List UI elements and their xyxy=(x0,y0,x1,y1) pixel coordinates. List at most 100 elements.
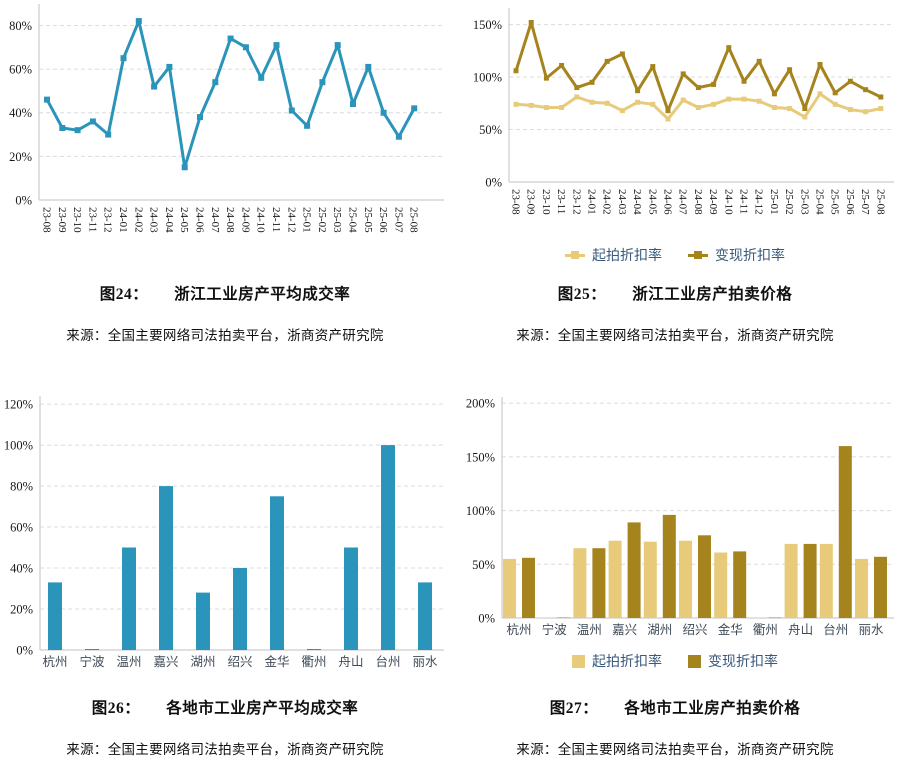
data-point-marker xyxy=(711,101,717,107)
x-axis-label: 绍兴 xyxy=(682,623,707,637)
x-axis-label: 24-01 xyxy=(586,189,598,215)
data-point-marker xyxy=(635,88,641,94)
y-tick-label: 40% xyxy=(9,106,32,120)
data-point-marker xyxy=(680,71,686,77)
data-point-marker xyxy=(787,67,793,73)
bar xyxy=(838,446,852,618)
data-point-marker xyxy=(604,100,610,106)
figure-24: 0% 20% 40% 60% 80% 23-08 23-09 23-10 23-11 23-12 2… xyxy=(0,0,450,380)
x-axis-label: 24-03 xyxy=(616,189,628,215)
data-point-marker xyxy=(365,63,372,70)
figure-25-caption: 图25： 浙江工业房产拍卖价格 xyxy=(450,282,900,304)
data-point-marker xyxy=(756,58,762,64)
data-point-marker xyxy=(771,104,777,110)
x-axis-label: 衢州 xyxy=(301,655,326,669)
x-axis-label: 24-08 xyxy=(224,207,236,233)
y-tick-label: 120% xyxy=(4,398,33,412)
x-axis-label: 25-05 xyxy=(829,189,841,215)
x-axis-label: 25-07 xyxy=(859,189,871,215)
bar xyxy=(819,543,833,618)
data-point-marker xyxy=(711,81,717,87)
figure-25: 0% 50% 100% 150% 23-08 23-09 23-10 23-11 23-12 24… xyxy=(450,0,900,380)
bar xyxy=(643,541,657,618)
data-point-marker xyxy=(802,114,808,120)
data-point-marker xyxy=(105,131,112,138)
bar xyxy=(679,540,692,618)
data-point-marker xyxy=(411,105,418,112)
data-point-marker xyxy=(787,106,793,112)
series-line xyxy=(45,19,416,169)
data-point-marker xyxy=(863,109,869,115)
y-tick-label: 0% xyxy=(16,644,33,658)
fig27-bar-chart: 0% 50% 100% 150% 200% 杭州 宁波 温州 嘉兴 湖州 绍兴 金华 衢州 舟山 台州 丽水 xyxy=(466,397,894,637)
y-tick-label: 100% xyxy=(466,504,495,518)
x-axis-label: 24-11 xyxy=(270,207,282,232)
line-marker-swatch-icon xyxy=(565,250,585,260)
bar xyxy=(874,556,887,618)
x-axis-label: 25-04 xyxy=(814,189,826,215)
fig25-legend-label-qipai: 起拍折扣率 xyxy=(592,249,662,264)
data-point-marker xyxy=(227,35,234,42)
x-axis-label: 24-11 xyxy=(738,189,750,214)
y-tick-label: 200% xyxy=(466,397,495,411)
y-tick-label: 50% xyxy=(472,558,495,572)
x-axis-label: 25-08 xyxy=(408,207,420,233)
y-tick-label: 80% xyxy=(10,480,33,494)
x-axis-label: 25-05 xyxy=(362,207,374,233)
data-point-marker xyxy=(288,107,295,114)
data-point-marker xyxy=(619,51,625,57)
data-point-marker xyxy=(380,109,387,116)
fig27-legend-label-bianxian: 变现折扣率 xyxy=(708,655,778,670)
data-point-marker xyxy=(258,74,265,81)
data-point-marker xyxy=(273,42,280,49)
bar xyxy=(418,582,432,650)
x-axis-label: 绍兴 xyxy=(227,655,252,669)
bar xyxy=(381,445,395,650)
x-axis-label: 24-08 xyxy=(692,189,704,215)
data-point-marker xyxy=(817,91,823,97)
x-axis-label: 宁波 xyxy=(79,654,105,669)
figure-24-caption-title: 浙江工业房产平均成交率 xyxy=(174,286,351,303)
x-axis-label: 25-04 xyxy=(347,207,359,233)
x-axis-label: 24-05 xyxy=(646,189,658,215)
data-point-marker xyxy=(543,75,549,81)
data-point-marker xyxy=(543,104,549,110)
data-point-marker xyxy=(665,116,671,122)
x-axis-label: 24-09 xyxy=(239,207,251,233)
data-point-marker xyxy=(166,63,173,70)
y-tick-label: 20% xyxy=(9,150,32,164)
bar xyxy=(698,535,711,618)
x-axis-label: 24-06 xyxy=(194,207,206,233)
bar xyxy=(122,547,136,650)
data-point-marker xyxy=(878,106,884,112)
x-axis-label: 24-12 xyxy=(285,207,297,233)
bar xyxy=(503,558,516,618)
x-axis-label: 湖州 xyxy=(190,654,215,669)
y-tick-label: 150% xyxy=(473,18,502,32)
fig27-legend: 起拍折扣率 变现折扣率 xyxy=(450,652,900,670)
bar xyxy=(270,496,284,650)
data-point-marker xyxy=(832,90,838,96)
figure-27: 0% 50% 100% 150% 200% 杭州 宁波 温州 嘉兴 湖州 绍兴 金华 衢州 舟山 台州 丽水 … xyxy=(450,380,900,770)
figure-25-source: 来源：全国主要网络司法拍卖平台，浙商资产研究院 xyxy=(516,328,834,343)
bar xyxy=(48,582,62,650)
x-axis-label: 24-07 xyxy=(677,189,689,215)
data-point-marker xyxy=(89,118,96,125)
data-point-marker xyxy=(741,78,747,84)
bar xyxy=(608,540,622,618)
data-point-marker xyxy=(559,63,565,69)
data-point-marker xyxy=(741,96,747,102)
data-point-marker xyxy=(242,44,249,51)
data-point-marker xyxy=(832,101,838,107)
figure-25-caption-label: 图25： xyxy=(557,286,607,303)
data-point-marker xyxy=(120,55,127,62)
x-axis-label: 嘉兴 xyxy=(612,623,637,637)
data-point-marker xyxy=(304,122,311,129)
x-axis-label: 23-09 xyxy=(525,189,537,215)
x-axis-label: 23-12 xyxy=(102,207,114,233)
bar xyxy=(627,522,641,618)
x-axis-label: 金华 xyxy=(264,654,289,669)
x-axis-label: 舟山 xyxy=(788,623,813,637)
y-tick-label: 40% xyxy=(10,562,33,576)
x-axis-label: 丽水 xyxy=(858,623,884,637)
